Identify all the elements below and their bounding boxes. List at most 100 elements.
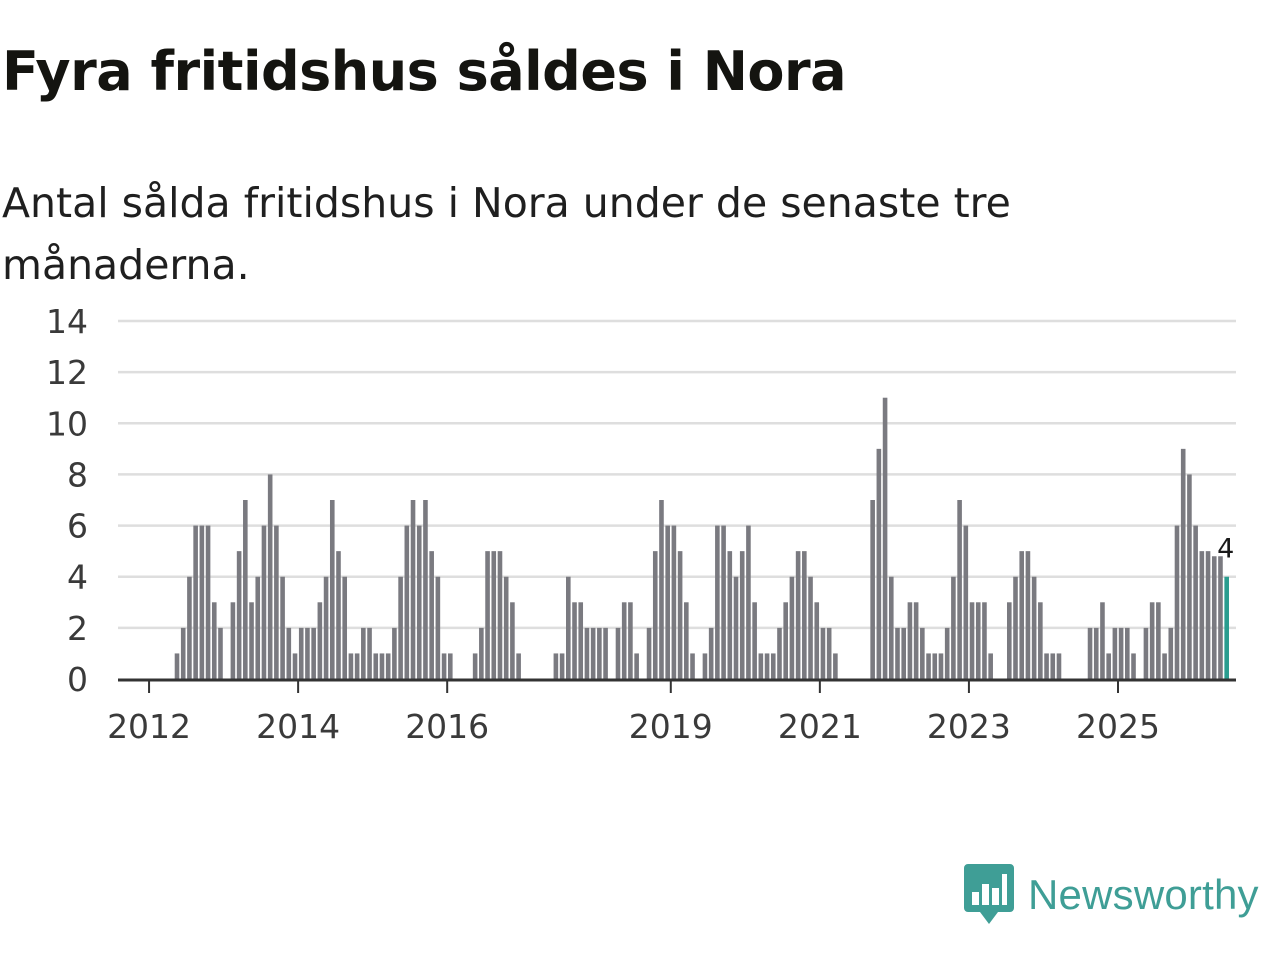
bar — [236, 551, 242, 679]
bar — [888, 576, 894, 679]
bar — [1006, 602, 1012, 679]
bar — [721, 525, 726, 679]
bar — [951, 576, 956, 679]
bar — [665, 525, 670, 679]
bar — [603, 627, 608, 679]
bar — [274, 525, 279, 679]
bar — [802, 551, 807, 679]
bar — [218, 627, 223, 679]
bar — [684, 602, 689, 679]
bar — [1100, 602, 1105, 679]
bar — [1199, 551, 1205, 679]
bar — [783, 602, 788, 679]
bar — [920, 627, 925, 679]
bar — [646, 627, 652, 679]
bar — [292, 653, 298, 679]
bar — [1131, 653, 1136, 679]
bar — [193, 525, 198, 679]
bar — [1218, 556, 1223, 679]
bar — [988, 653, 993, 679]
bar — [211, 602, 217, 679]
bar — [1193, 525, 1198, 679]
bar — [938, 653, 944, 679]
bar — [708, 627, 714, 679]
bar — [1187, 474, 1192, 679]
bar — [510, 602, 515, 679]
bar — [702, 653, 708, 679]
bar — [907, 602, 913, 679]
page-subtitle: Antal sålda fritidshus i Nora under de s… — [2, 179, 1011, 289]
bar — [876, 448, 882, 679]
bar-chart-badge-icon — [964, 864, 1014, 924]
bar — [305, 627, 310, 679]
x-tick-label-2014: 2014 — [256, 707, 340, 746]
bar — [969, 602, 975, 679]
bar — [944, 627, 950, 679]
brand-logo: Newsworthy — [964, 864, 1259, 926]
bar — [243, 500, 248, 679]
bar — [479, 627, 484, 679]
bar — [895, 627, 900, 679]
bar — [1211, 556, 1217, 679]
y-tick-label-8: 8 — [67, 455, 88, 494]
bar — [1205, 551, 1211, 679]
bar — [957, 500, 962, 679]
bar — [733, 576, 739, 679]
bar — [628, 602, 633, 679]
bar — [1056, 653, 1062, 679]
bar — [180, 627, 186, 679]
bar — [1106, 653, 1111, 679]
bar — [410, 500, 416, 679]
bar — [441, 653, 447, 679]
bar — [982, 602, 987, 679]
bar — [690, 653, 695, 679]
bar — [497, 551, 503, 679]
bar — [715, 525, 720, 679]
bar — [1044, 653, 1049, 679]
bar — [615, 627, 621, 679]
bar — [901, 627, 907, 679]
bar — [764, 653, 770, 679]
bar — [348, 653, 354, 679]
bars — [174, 397, 1229, 679]
bar — [385, 653, 391, 679]
bar — [770, 653, 776, 679]
bar — [578, 602, 584, 679]
bar — [354, 653, 360, 679]
y-tick-label-0: 0 — [67, 660, 88, 699]
bar — [429, 551, 434, 679]
bar — [1038, 602, 1043, 679]
bar — [423, 500, 428, 679]
gridlines — [118, 319, 1236, 630]
bar — [485, 551, 490, 679]
bar — [1019, 551, 1025, 679]
bar — [1174, 525, 1180, 679]
bar — [1125, 627, 1130, 679]
bar — [329, 500, 335, 679]
bar — [671, 525, 677, 679]
x-tick-label-2021: 2021 — [778, 707, 862, 746]
x-tick-label-2012: 2012 — [107, 707, 191, 746]
y-tick-label-14: 14 — [46, 302, 88, 341]
bar — [1013, 576, 1018, 679]
bar — [752, 602, 757, 679]
y-tick-label-6: 6 — [67, 507, 88, 546]
bar — [677, 551, 683, 679]
bar — [758, 653, 764, 679]
bar — [870, 500, 875, 679]
bar — [404, 525, 410, 679]
bar — [342, 576, 348, 679]
bar — [590, 627, 596, 679]
bar — [553, 653, 559, 679]
x-tick-label-2019: 2019 — [629, 707, 713, 746]
bar — [323, 576, 329, 679]
bar — [516, 653, 521, 679]
bar — [652, 551, 658, 679]
bar — [255, 576, 261, 679]
bar — [1087, 627, 1093, 679]
bar — [913, 602, 919, 679]
bar — [1156, 602, 1161, 679]
bar — [1031, 576, 1037, 679]
bar — [472, 653, 478, 679]
